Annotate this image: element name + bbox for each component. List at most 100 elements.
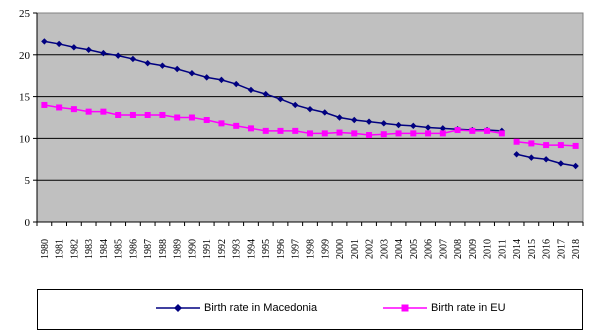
- y-tick-label: 20: [19, 50, 31, 62]
- x-tick-label: 1985: [114, 239, 125, 259]
- x-tick-label: 2016: [542, 239, 553, 259]
- data-point: [351, 116, 358, 124]
- x-tick-label: 2006: [424, 239, 435, 259]
- data-point: [55, 40, 63, 48]
- data-point: [277, 127, 284, 134]
- data-point: [439, 130, 446, 137]
- data-point: [203, 74, 210, 81]
- x-tick-label: 1992: [217, 239, 228, 259]
- data-point: [203, 117, 210, 124]
- x-tick-label: 1996: [276, 239, 287, 259]
- data-point: [395, 130, 402, 137]
- data-point: [144, 59, 151, 67]
- x-axis: 1980 1981 1982 1983 1984 1985 1986 1987 1988 1989…: [36, 221, 584, 259]
- data-point: [380, 131, 387, 138]
- x-tick-label: 1982: [69, 239, 80, 259]
- data-point: [439, 125, 447, 132]
- x-tick-label: 2014: [512, 239, 523, 259]
- data-point: [513, 138, 520, 145]
- data-point: [262, 90, 269, 98]
- x-tick-label: 1998: [306, 239, 317, 259]
- data-point: [484, 127, 491, 134]
- data-point: [188, 69, 196, 77]
- data-point: [528, 154, 535, 161]
- data-point: [351, 130, 358, 137]
- data-point: [469, 127, 476, 134]
- series-layer: [41, 38, 579, 170]
- data-point: [513, 151, 520, 158]
- data-point: [233, 80, 240, 88]
- plot-area: [36, 12, 584, 223]
- data-point: [454, 127, 461, 134]
- y-tick-label: 25: [19, 8, 31, 20]
- x-tick-label: 1987: [143, 239, 154, 259]
- y-tick-label: 10: [19, 133, 31, 145]
- data-point: [144, 111, 151, 118]
- x-tick-label: 1999: [320, 239, 331, 259]
- y-axis: 0 5 10 15 20 25: [19, 8, 38, 229]
- x-tick-label: 2011: [497, 239, 508, 259]
- data-point: [159, 111, 166, 118]
- data-point: [247, 86, 255, 94]
- data-point: [543, 142, 550, 149]
- series-1: [41, 101, 579, 149]
- x-tick-label: 1991: [202, 239, 213, 259]
- data-point: [129, 55, 137, 63]
- data-point: [410, 122, 417, 130]
- data-point: [174, 114, 181, 121]
- y-tick-label: 0: [25, 217, 31, 229]
- legend-swatch-macedonia: [156, 304, 200, 312]
- data-point: [307, 130, 313, 137]
- data-point: [233, 122, 240, 129]
- x-tick-label: 2002: [365, 239, 376, 259]
- data-point: [70, 44, 78, 51]
- data-point: [321, 109, 328, 116]
- data-point: [100, 108, 107, 115]
- data-point: [557, 160, 565, 167]
- x-tick-label: 2018: [571, 239, 582, 259]
- x-tick-label: 2008: [453, 239, 464, 259]
- x-tick-label: 1980: [40, 239, 51, 259]
- x-tick-label: 1997: [291, 239, 302, 259]
- x-tick-label: 2004: [394, 239, 405, 259]
- x-tick-label: 2015: [527, 239, 538, 259]
- data-point: [41, 38, 48, 45]
- legend-swatch-eu: [383, 304, 427, 312]
- data-point: [498, 130, 505, 137]
- data-point: [173, 65, 181, 73]
- data-point: [129, 111, 136, 118]
- data-point: [336, 129, 343, 136]
- x-tick-label: 2009: [468, 239, 479, 259]
- legend-item-eu: Birth rate in EU: [383, 302, 506, 314]
- legend-label-macedonia: Birth rate in Macedonia: [204, 302, 318, 314]
- x-tick-label: 1986: [128, 239, 139, 259]
- legend-label-eu: Birth rate in EU: [431, 302, 506, 314]
- data-point: [380, 120, 387, 127]
- data-point: [188, 114, 195, 121]
- data-point: [292, 101, 299, 109]
- y-tick-label: 5: [25, 175, 31, 187]
- data-point: [557, 142, 564, 149]
- data-point: [247, 125, 254, 132]
- data-point: [306, 105, 314, 113]
- data-point: [528, 140, 535, 147]
- x-tick-label: 2007: [438, 239, 449, 259]
- data-point: [410, 130, 417, 137]
- x-tick-label: 1994: [246, 239, 257, 259]
- y-tick-label: 15: [19, 92, 31, 104]
- x-tick-label: 1989: [173, 239, 184, 259]
- data-point: [218, 76, 225, 84]
- data-point: [321, 130, 328, 137]
- legend: Birth rate in Macedonia Birth rate in EU: [37, 289, 583, 330]
- data-point: [572, 162, 579, 170]
- x-tick-label: 2010: [483, 239, 494, 259]
- data-point: [336, 114, 343, 121]
- data-point: [262, 127, 269, 134]
- data-point: [366, 132, 373, 139]
- data-point: [425, 130, 432, 137]
- data-point: [115, 111, 122, 118]
- x-tick-label: 2001: [350, 239, 361, 259]
- legend-item-macedonia: Birth rate in Macedonia: [156, 302, 317, 314]
- x-tick-label: 1984: [99, 239, 110, 259]
